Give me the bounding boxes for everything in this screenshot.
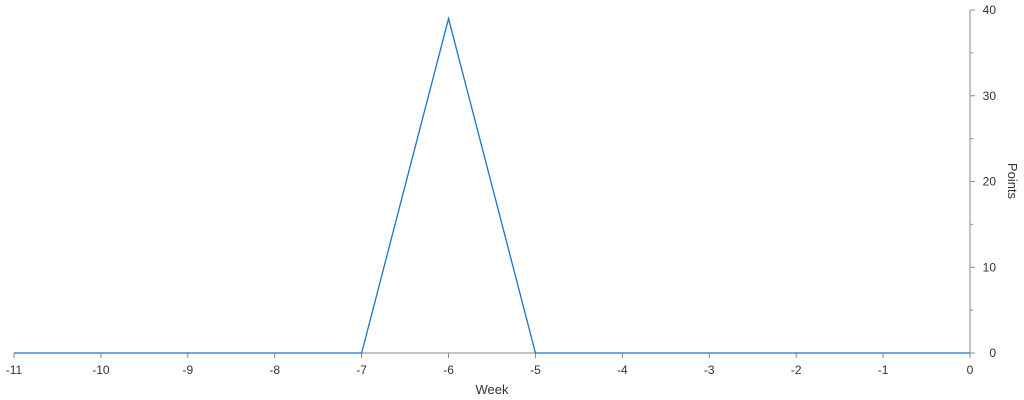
data-point: [794, 351, 798, 355]
x-tick-label: -4: [617, 363, 628, 377]
series-layer: [12, 15, 972, 355]
data-point: [620, 351, 624, 355]
x-tick-label: -11: [6, 363, 23, 377]
x-axis: -11 -10 -9 -8 -7 -6 -5 -4 -3 -2 -1 0: [6, 352, 974, 377]
x-tick-label: -9: [182, 363, 193, 377]
x-tick-label: -5: [530, 363, 541, 377]
x-axis-title: Week: [476, 382, 509, 397]
x-tick-label: -8: [269, 363, 280, 377]
data-point: [360, 351, 364, 355]
data-point: [99, 351, 103, 355]
data-point: [447, 17, 451, 21]
data-point: [186, 351, 190, 355]
y-tick-label: 10: [983, 260, 997, 274]
y-tick-label: 40: [983, 3, 997, 17]
data-point: [12, 351, 16, 355]
series-line: [14, 15, 970, 354]
data-point: [881, 351, 885, 355]
y-tick-label: 30: [983, 89, 997, 103]
x-tick-label: -3: [704, 363, 715, 377]
x-tick-label: -1: [878, 363, 889, 377]
data-point: [968, 351, 972, 355]
x-tick-label: 0: [967, 363, 974, 377]
x-tick-label: -6: [443, 363, 454, 377]
data-point: [533, 351, 537, 355]
y-axis-title: Points: [1005, 163, 1020, 200]
y-axis: 0 10 20 30 40: [969, 3, 997, 360]
data-point: [707, 351, 711, 355]
y-tick-label: 20: [983, 175, 997, 189]
x-tick-label: -2: [791, 363, 802, 377]
x-tick-label: -7: [356, 363, 367, 377]
data-point: [273, 351, 277, 355]
x-tick-label: -10: [92, 363, 110, 377]
y-tick-label: 0: [989, 346, 996, 360]
